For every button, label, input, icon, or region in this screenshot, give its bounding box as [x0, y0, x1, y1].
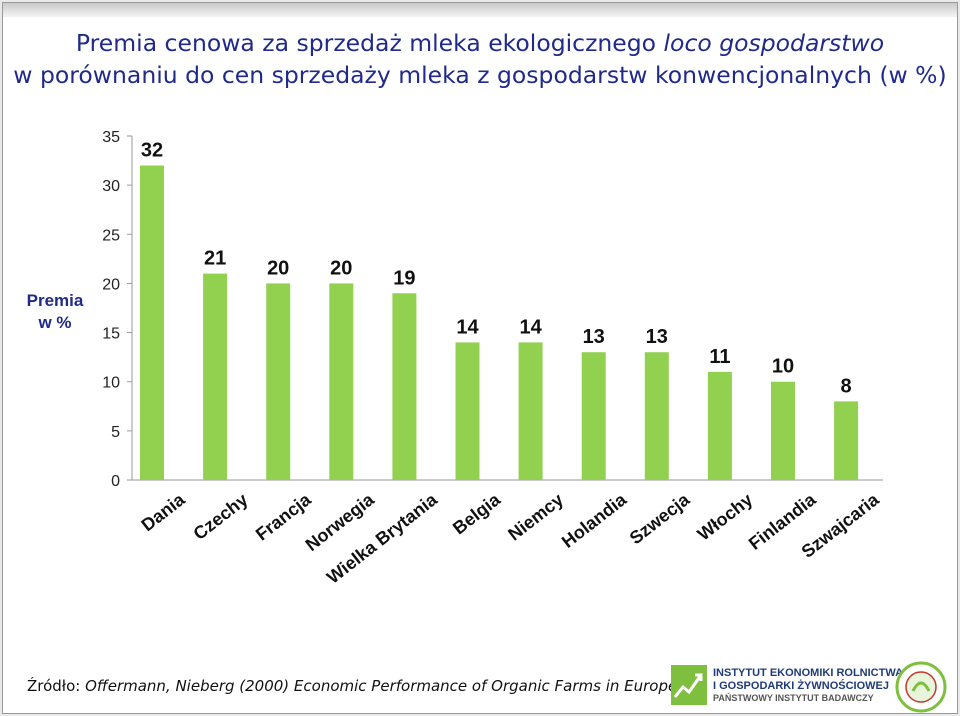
x-tick-label: Wielka Brytania: [323, 489, 442, 588]
y-tick-label: 30: [102, 178, 120, 195]
x-tick-label: Dania: [138, 489, 190, 536]
bar-value-label: 21: [204, 248, 226, 270]
title-line-1-italic: loco gospodarstwo: [663, 29, 885, 57]
bar-3: [266, 283, 291, 480]
y-tick-label: 35: [102, 129, 120, 146]
bar-value-label: 20: [330, 257, 352, 279]
bar-value-label: 14: [456, 316, 479, 338]
program-seal-icon: [895, 661, 947, 713]
bar-value-label: 20: [267, 257, 289, 279]
bar-1: [140, 165, 164, 480]
source-prefix: Źródło:: [27, 677, 86, 695]
bar-value-label: 13: [583, 326, 605, 348]
y-axis-title-line-2: w %: [38, 313, 72, 332]
bar-value-label: 14: [519, 316, 542, 338]
institute-logo-mark: [671, 665, 707, 705]
bar-value-label: 32: [141, 139, 163, 161]
x-tick-label: Holandia: [558, 489, 631, 552]
source-citation: Offermann, Nieberg (2000) Economic Perfo…: [85, 677, 683, 695]
institute-logo: INSTYTUT EKONOMIKI ROLNICTWA I GOSPODARK…: [671, 665, 903, 705]
x-tick-label: Czechy: [190, 489, 252, 544]
bar-4: [329, 283, 354, 480]
top-bar: [3, 3, 957, 17]
y-tick-label: 10: [102, 375, 120, 392]
title-line-1-text: Premia cenowa za sprzedaż mleka ekologic…: [75, 29, 664, 57]
bar-value-label: 11: [709, 346, 730, 368]
bar-11: [771, 381, 795, 480]
y-axis-title: Premia w %: [17, 290, 93, 334]
chart-title: Premia cenowa za sprzedaż mleka ekologic…: [3, 27, 957, 91]
bar-value-label: 8: [841, 375, 852, 397]
y-tick-label: 15: [102, 326, 120, 343]
bar-6: [455, 342, 480, 480]
bar-value-label: 19: [393, 267, 415, 289]
bar-2: [203, 273, 228, 480]
title-line-2: w porównaniu do cen sprzedaży mleka z go…: [13, 61, 947, 89]
y-tick-label: 20: [102, 276, 120, 293]
bar-value-label: 10: [772, 356, 794, 378]
bar-5: [392, 293, 417, 480]
institute-name-line-2: I GOSPODARKI ŻYWNOŚCIOWEJ: [713, 680, 890, 692]
x-tick-label: Belgia: [449, 489, 505, 539]
bar-12: [834, 401, 859, 480]
y-tick-label: 5: [111, 424, 120, 441]
source-note: Źródło: Offermann, Nieberg (2000) Econom…: [27, 677, 682, 695]
bar-7: [518, 342, 543, 480]
y-axis-title-line-1: Premia: [26, 291, 84, 310]
title-line-1: Premia cenowa za sprzedaż mleka ekologic…: [3, 27, 957, 59]
bar-value-label: 13: [646, 326, 668, 348]
x-tick-label: Szwecja: [626, 489, 694, 548]
bar-chart: 0510152025303532Dania21Czechy20Francja20…: [102, 129, 883, 588]
chart-growth-icon: [673, 673, 703, 698]
y-tick-label: 0: [111, 473, 120, 490]
y-tick-label: 25: [102, 227, 120, 244]
bar-9: [644, 352, 669, 480]
institute-name-line-1: INSTYTUT EKONOMIKI ROLNICTWA: [713, 667, 904, 679]
bar-8: [581, 352, 606, 480]
bar-10: [707, 371, 732, 480]
institute-name-line-3: PAŃSTWOWY INSTYTUT BADAWCZY: [713, 693, 874, 703]
